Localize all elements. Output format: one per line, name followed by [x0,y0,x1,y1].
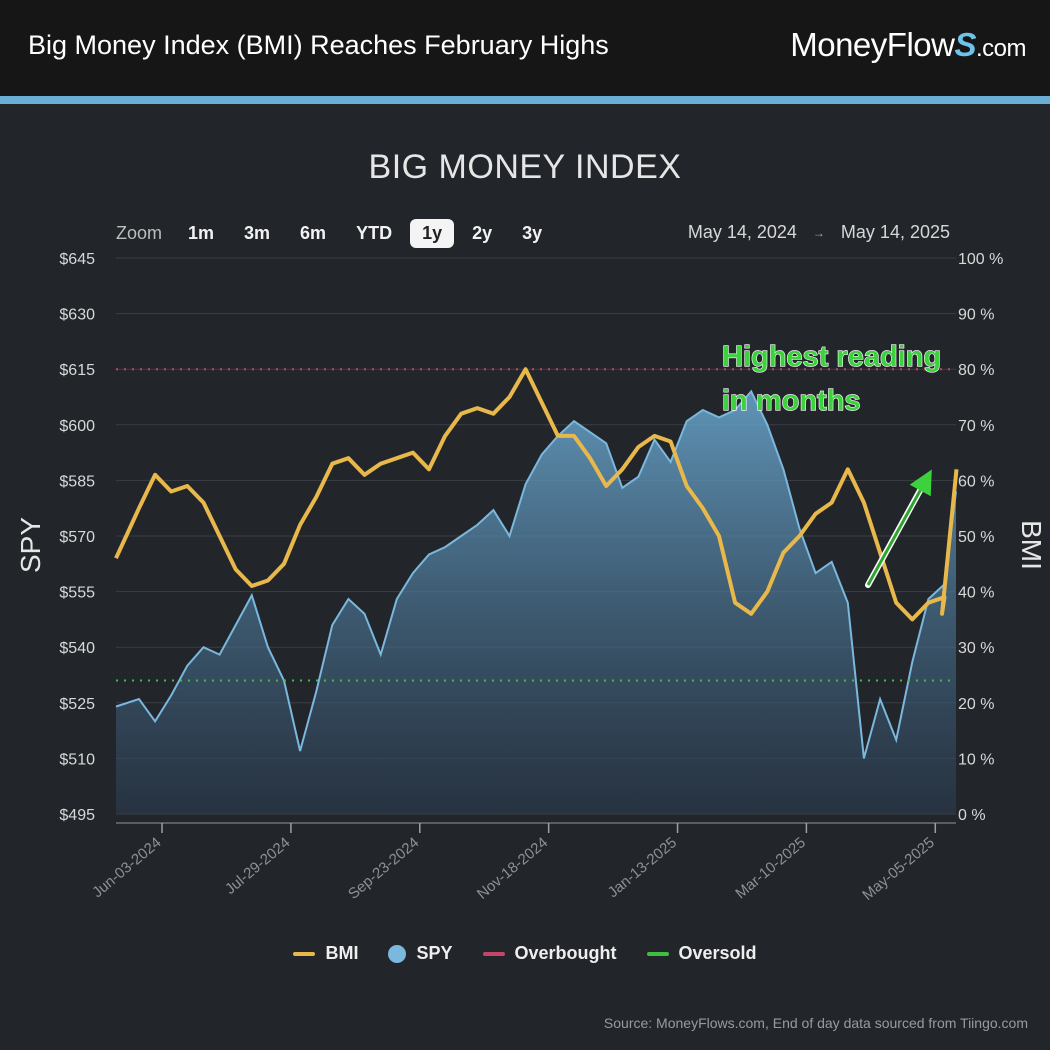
y-right-tick-label: 70 % [958,418,994,435]
y-left-tick-label: $525 [59,696,95,713]
headline: Big Money Index (BMI) Reaches February H… [28,30,609,60]
annotation-arrow-core [866,469,932,586]
annotation-line-1: Highest reading [722,341,941,373]
y-left-tick-label: $585 [59,473,95,490]
legend-item-overbought[interactable]: Overbought [482,943,617,964]
x-tick-label: Jul-29-2024 [222,834,294,898]
legend: BMI SPY Overbought Oversold [0,943,1050,964]
annotation-line-2: in months [722,385,861,417]
date-range: May 14, 2024 → May 14, 2025 [688,222,950,243]
y-left-tick-label: $495 [59,807,95,824]
spy-swatch [388,944,407,963]
header-bar [0,0,1050,96]
legend-item-bmi[interactable]: BMI [293,943,358,964]
y-axis-label-left: SPY [15,517,46,573]
zoom-label: Zoom [116,222,163,243]
zoom-1y-button[interactable]: 1y [410,218,455,248]
y-right-tick-label: 50 % [958,529,994,546]
zoom-ytd-button[interactable]: YTD [356,222,393,243]
x-tick-label: Jan-13-2025 [605,834,680,901]
y-axis-label-right: BMI [1016,520,1047,570]
zoom-2y-button[interactable]: 2y [472,222,493,243]
y-right-tick-label: 100 % [958,251,1003,268]
oversold-swatch [646,951,669,956]
date-to-input[interactable]: May 14, 2025 [840,222,950,242]
y-right-tick-label: 10 % [958,751,994,768]
y-left-tick-label: $540 [59,640,95,657]
y-right-tick-label: 0 % [958,807,986,824]
y-right-tick-label: 30 % [958,640,994,657]
zoom-1m-button[interactable]: 1m [188,222,215,243]
brand-suffix: .com [975,35,1027,62]
x-tick-label: Mar-10-2025 [732,834,809,902]
y-left-tick-label: $615 [59,362,95,379]
x-tick-label: Nov-18-2024 [474,834,551,903]
brand-s-mark: S [954,26,976,63]
brand-logo[interactable]: MoneyFlowS.com [790,26,1026,64]
zoom-6m-button[interactable]: 6m [300,222,327,243]
right-axis-ticks: 100 % 90 % 80 % 70 % 60 % 50 % 40 % 30 % 20 % 10 … [958,251,1003,824]
y-right-tick-label: 20 % [958,696,994,713]
x-tick-label: Jun-03-2024 [89,834,164,901]
y-right-tick-label: 60 % [958,473,994,490]
y-left-tick-label: $630 [59,307,95,324]
spy-series-line [115,389,957,759]
y-left-tick-label: $600 [59,418,95,435]
brand-main: MoneyFlow [790,26,955,63]
bmi-series-line [114,367,959,622]
legend-label-overbought: Overbought [514,943,617,963]
chart-title: BIG MONEY INDEX [368,148,682,186]
y-left-tick-label: $570 [59,529,95,546]
zoom-3m-button[interactable]: 3m [244,222,271,243]
overbought-swatch [482,951,505,956]
left-axis-ticks: $645 $630 $615 $600 $585 $570 $555 $540 $525 $510… [59,251,95,824]
date-from-input[interactable]: May 14, 2024 [687,222,797,242]
legend-label-spy: SPY [416,943,453,963]
y-right-tick-label: 90 % [958,307,994,324]
x-tick-label: Sep-23-2024 [345,834,422,903]
spy-area [116,391,956,814]
header-accent-line [0,96,1050,104]
range-arrow-icon: → [812,225,825,240]
y-left-tick-label: $555 [59,585,95,602]
legend-label-bmi: BMI [325,943,359,963]
zoom-3y-button[interactable]: 3y [522,222,543,243]
y-right-tick-label: 80 % [958,362,994,379]
y-left-tick-label: $510 [59,751,95,768]
legend-label-oversold: Oversold [678,943,757,963]
legend-item-spy[interactable]: SPY [388,943,453,964]
x-tick-label: May-05-2025 [859,834,938,904]
source-note: Source: MoneyFlows.com, End of day data … [603,1015,1028,1031]
x-axis: Jun-03-2024 Jul-29-2024 Sep-23-2024 Nov-18-… [89,822,956,904]
y-right-tick-label: 40 % [958,585,994,602]
legend-item-oversold[interactable]: Oversold [646,943,757,964]
bmi-swatch [293,951,316,956]
y-left-tick-label: $645 [59,251,95,268]
zoom-controls: Zoom 1m 3m 6m YTD 1y 2y 3y [116,218,560,248]
